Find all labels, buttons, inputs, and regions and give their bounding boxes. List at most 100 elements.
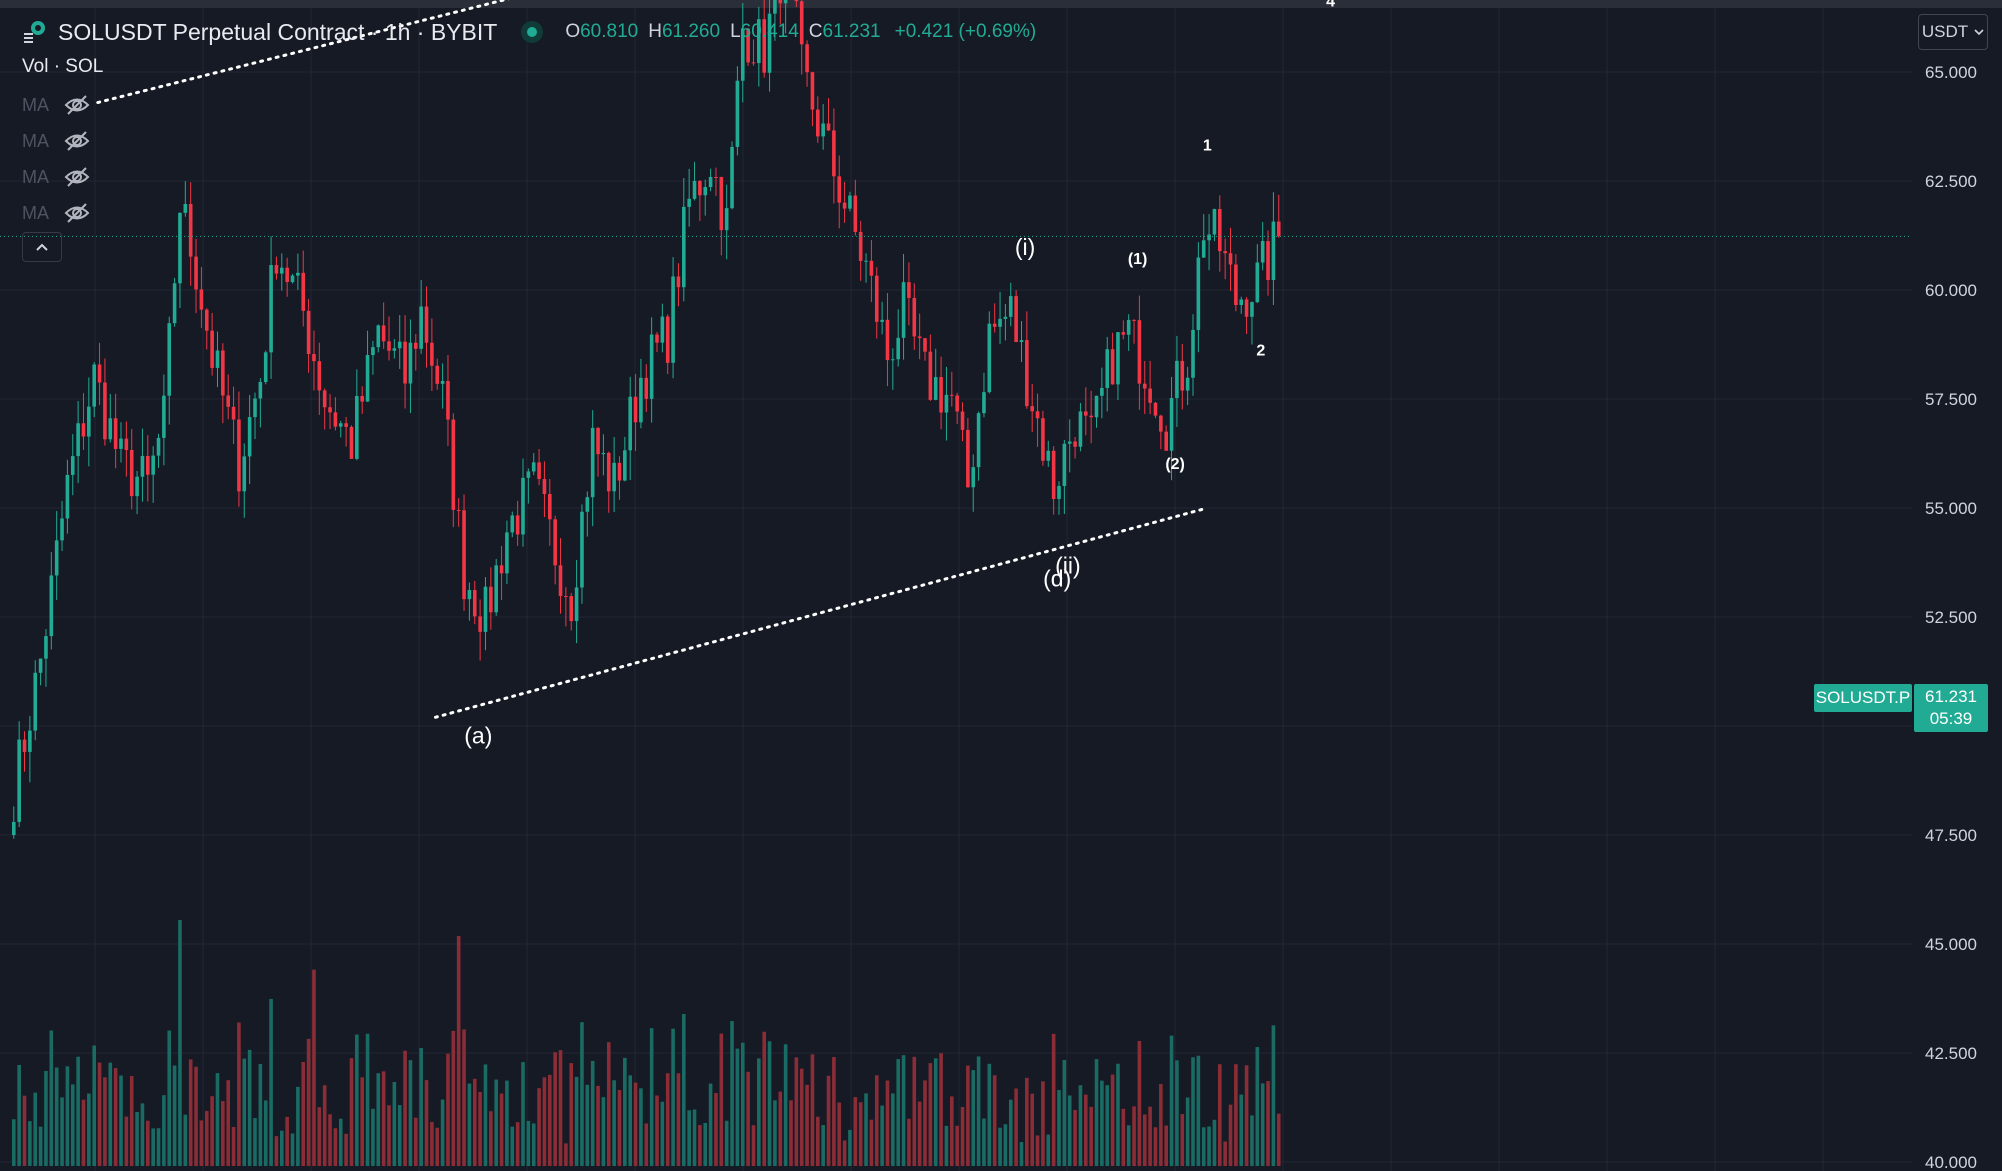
- candle-body: [1126, 319, 1131, 335]
- volume-bar: [971, 1070, 976, 1166]
- candle-body: [628, 396, 632, 451]
- trendlines[interactable]: [96, 0, 1209, 719]
- candle-body: [1196, 257, 1201, 330]
- volume-bar: [322, 1085, 327, 1166]
- candle-body: [531, 462, 536, 472]
- price-axis-tick: 57.500: [1925, 390, 1977, 409]
- candle-body: [312, 354, 316, 362]
- symbol-title[interactable]: SOLUSDT Perpetual Contract · 1h · BYBIT: [58, 18, 498, 45]
- candle-body: [564, 596, 568, 598]
- volume-bar: [633, 1082, 638, 1166]
- candle-body: [172, 283, 177, 324]
- volume-bar: [858, 1102, 863, 1166]
- exchange-logo-icon[interactable]: [22, 19, 48, 45]
- candle-body: [907, 282, 911, 298]
- candle-body: [730, 146, 734, 209]
- candle-body: [601, 452, 606, 455]
- volume-bar: [794, 1057, 799, 1166]
- volume-bar: [1239, 1094, 1244, 1166]
- candle-body: [333, 412, 338, 427]
- volume-bar: [1126, 1125, 1131, 1166]
- volume-bar: [891, 1093, 895, 1166]
- currency-selector[interactable]: USDT: [1918, 14, 1988, 50]
- candle-body: [842, 202, 847, 209]
- volume-bar: [617, 1090, 622, 1166]
- volume-bar: [392, 1081, 397, 1166]
- eye-crossed-icon[interactable]: [64, 166, 90, 188]
- candle-body: [837, 176, 842, 203]
- candle-body: [387, 341, 391, 351]
- volume-bar: [467, 1083, 472, 1166]
- ma-indicator-row[interactable]: MA: [22, 90, 90, 120]
- wave-label: 4: [1326, 0, 1335, 11]
- candle-body: [1239, 299, 1244, 306]
- volume-bar: [162, 1095, 166, 1166]
- candle-body: [698, 180, 702, 196]
- candle-body: [923, 338, 927, 352]
- eye-crossed-icon[interactable]: [64, 130, 90, 152]
- candle-body: [558, 565, 563, 597]
- candle-body: [816, 109, 820, 137]
- volume-bar: [1196, 1055, 1201, 1166]
- volume-bar: [1100, 1080, 1104, 1166]
- eye-crossed-icon[interactable]: [64, 94, 90, 116]
- candle-body: [1105, 349, 1110, 388]
- volume-bar: [585, 1084, 590, 1166]
- volume-bar: [435, 1127, 440, 1166]
- candle-body: [419, 306, 423, 349]
- candle-body: [1051, 450, 1056, 499]
- wave-annotations[interactable]: (a)(b)(d)(ii)(i)(1)(2)1234(3)5(4)(5)(iii…: [464, 0, 1499, 748]
- window-top-border: [0, 0, 2002, 8]
- ma-indicator-row[interactable]: MA: [22, 198, 90, 228]
- candle-body: [472, 589, 477, 617]
- candle-body: [194, 256, 198, 290]
- volume-bar: [1271, 1025, 1276, 1166]
- volume-bars: [12, 919, 1281, 1166]
- candle-body: [178, 212, 182, 284]
- volume-bar: [103, 1077, 107, 1166]
- volume-bar: [531, 1123, 536, 1166]
- candle-body: [204, 309, 209, 331]
- ma-indicator-row[interactable]: MA: [22, 126, 90, 156]
- price-axis[interactable]: 90.00087.50085.00082.50080.00077.50075.0…: [1912, 0, 2002, 1171]
- volume-bar: [1255, 1047, 1260, 1166]
- ohlc-close: C61.231: [808, 21, 881, 42]
- candle-body: [1116, 332, 1120, 385]
- price-axis-tick: 45.000: [1925, 935, 1977, 954]
- volume-bar: [682, 1014, 686, 1166]
- volume-bar: [1084, 1094, 1088, 1166]
- volume-bar: [146, 1120, 150, 1166]
- volume-bar: [719, 1033, 724, 1166]
- ma-indicator-row[interactable]: MA: [22, 162, 90, 192]
- volume-bar: [349, 1058, 354, 1166]
- volume-bar: [789, 1100, 793, 1166]
- candle-body: [1078, 411, 1083, 447]
- eye-crossed-icon[interactable]: [64, 202, 90, 224]
- collapse-indicators-button[interactable]: [22, 232, 62, 262]
- volume-bar: [317, 1107, 322, 1166]
- volume-bar: [1025, 1077, 1029, 1166]
- candle-body: [885, 319, 890, 361]
- volume-indicator-label[interactable]: Vol · SOL: [22, 56, 104, 77]
- volume-bar: [944, 1125, 949, 1166]
- candle-body: [392, 348, 397, 351]
- volume-bar: [542, 1077, 547, 1166]
- candle-body: [1057, 485, 1061, 499]
- candle-body: [280, 267, 284, 274]
- candle-body: [810, 72, 815, 110]
- price-axis-background: [1912, 8, 2002, 1171]
- candle-body: [521, 477, 525, 535]
- candle-body: [129, 449, 134, 497]
- candle-body: [1255, 262, 1260, 303]
- candle-body: [440, 381, 445, 384]
- wave-label: 1: [1203, 137, 1212, 154]
- candle-body: [1008, 296, 1013, 317]
- volume-bar: [231, 1126, 236, 1166]
- candle-body: [1250, 302, 1254, 317]
- candle-body: [199, 289, 204, 310]
- volume-bar: [204, 1110, 209, 1166]
- last-price-tag[interactable]: 61.231 05:39: [1914, 684, 1988, 732]
- volume-bar: [1180, 1114, 1185, 1166]
- candle-body: [97, 364, 102, 383]
